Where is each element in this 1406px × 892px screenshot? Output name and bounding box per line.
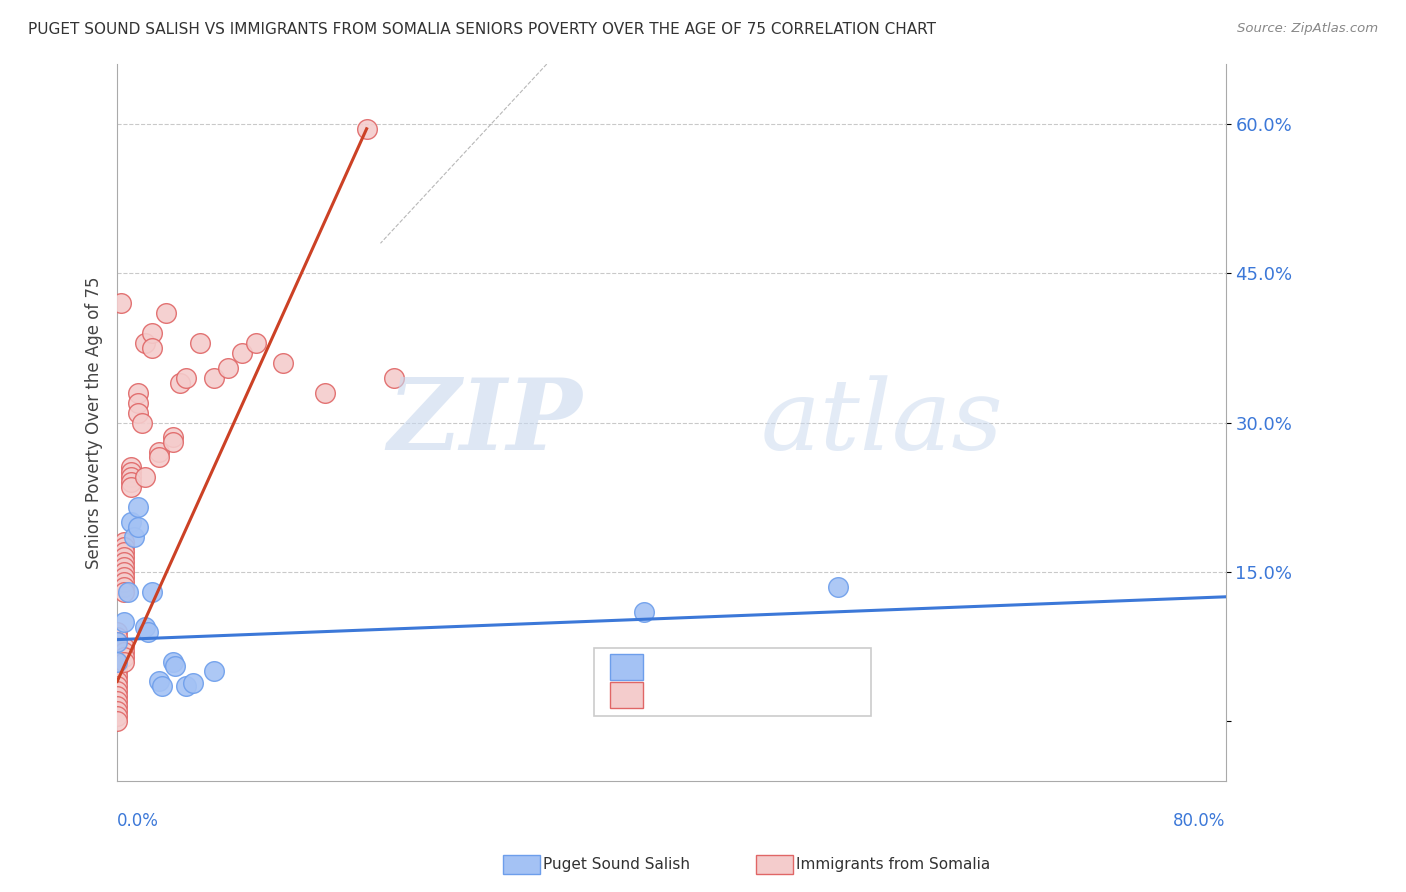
Point xyxy=(245,335,267,350)
Point xyxy=(105,680,128,694)
Point xyxy=(112,655,135,669)
Point xyxy=(105,709,128,723)
Point xyxy=(105,684,128,698)
Point xyxy=(112,540,135,554)
Point xyxy=(112,570,135,584)
Point xyxy=(105,714,128,729)
Point xyxy=(356,121,378,136)
Text: Immigrants from Somalia: Immigrants from Somalia xyxy=(796,857,990,871)
Point xyxy=(131,416,153,430)
Point xyxy=(183,676,205,690)
Point xyxy=(176,680,198,694)
Point xyxy=(176,370,198,384)
Point xyxy=(112,649,135,664)
Point xyxy=(141,326,163,340)
Point xyxy=(105,624,128,639)
Point xyxy=(120,515,142,529)
Point xyxy=(127,500,149,515)
Point xyxy=(112,535,135,549)
Point xyxy=(105,674,128,689)
Point xyxy=(162,655,184,669)
Text: 80.0%: 80.0% xyxy=(1174,812,1226,830)
Point xyxy=(120,480,142,494)
Point xyxy=(117,584,139,599)
FancyBboxPatch shape xyxy=(610,681,643,708)
Point xyxy=(827,580,849,594)
Point xyxy=(134,335,156,350)
Point xyxy=(169,376,191,390)
Point xyxy=(165,659,187,673)
Point xyxy=(112,640,135,654)
Text: atlas: atlas xyxy=(761,375,1002,470)
Point xyxy=(202,370,225,384)
Point xyxy=(150,680,173,694)
Point xyxy=(127,520,149,534)
Point xyxy=(105,655,128,669)
Point xyxy=(633,605,655,619)
Point xyxy=(120,470,142,484)
Point xyxy=(105,630,128,644)
Point xyxy=(120,466,142,480)
Point xyxy=(120,475,142,490)
Point xyxy=(105,690,128,704)
Point xyxy=(105,634,128,648)
Point xyxy=(105,649,128,664)
Point xyxy=(105,699,128,714)
Point xyxy=(217,360,239,375)
Point xyxy=(148,445,170,459)
Point xyxy=(162,435,184,450)
Point xyxy=(120,460,142,475)
FancyBboxPatch shape xyxy=(593,648,870,716)
Point xyxy=(112,545,135,559)
Text: PUGET SOUND SALISH VS IMMIGRANTS FROM SOMALIA SENIORS POVERTY OVER THE AGE OF 75: PUGET SOUND SALISH VS IMMIGRANTS FROM SO… xyxy=(28,22,936,37)
Point xyxy=(134,470,156,484)
Point xyxy=(382,370,405,384)
Point xyxy=(112,565,135,579)
Point xyxy=(134,620,156,634)
Point xyxy=(112,574,135,589)
Point xyxy=(231,346,253,360)
Point xyxy=(127,406,149,420)
Point xyxy=(112,615,135,629)
Text: 0.0%: 0.0% xyxy=(117,812,159,830)
Point xyxy=(136,624,159,639)
Point xyxy=(141,341,163,355)
Point xyxy=(105,669,128,683)
Y-axis label: Seniors Poverty Over the Age of 75: Seniors Poverty Over the Age of 75 xyxy=(86,277,103,569)
Point xyxy=(155,306,177,320)
Point xyxy=(105,655,128,669)
Point xyxy=(314,385,336,400)
Text: Puget Sound Salish: Puget Sound Salish xyxy=(543,857,690,871)
Point xyxy=(112,560,135,574)
Point xyxy=(112,644,135,658)
Text: Source: ZipAtlas.com: Source: ZipAtlas.com xyxy=(1237,22,1378,36)
Point xyxy=(141,584,163,599)
Point xyxy=(105,665,128,679)
Point xyxy=(112,580,135,594)
Point xyxy=(105,640,128,654)
Text: R = 0.542   N = 71: R = 0.542 N = 71 xyxy=(654,686,811,704)
Point xyxy=(202,665,225,679)
Point xyxy=(148,674,170,689)
Point xyxy=(112,549,135,564)
Point xyxy=(162,430,184,444)
Point xyxy=(127,385,149,400)
Text: ZIP: ZIP xyxy=(388,375,582,471)
Point xyxy=(127,395,149,409)
Point xyxy=(110,296,132,310)
Point xyxy=(105,694,128,708)
Point xyxy=(112,555,135,569)
Point xyxy=(122,530,145,544)
Point xyxy=(273,356,295,370)
Text: R = 0.089   N = 20: R = 0.089 N = 20 xyxy=(654,658,811,676)
Point xyxy=(188,335,211,350)
Point xyxy=(105,634,128,648)
Point xyxy=(105,704,128,718)
FancyBboxPatch shape xyxy=(610,654,643,681)
Point xyxy=(112,584,135,599)
Point xyxy=(105,644,128,658)
Point xyxy=(148,450,170,465)
Point xyxy=(105,659,128,673)
